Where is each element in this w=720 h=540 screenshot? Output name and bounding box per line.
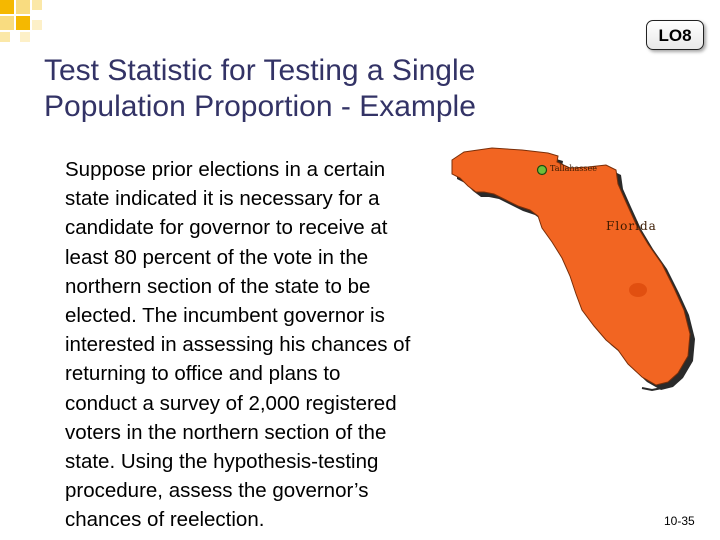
corner-decoration (0, 0, 42, 42)
capital-city-label: Tallahassee (550, 164, 597, 173)
slide-title: Test Statistic for Testing a Single Popu… (44, 53, 634, 125)
state-name-label: Florida (606, 219, 657, 233)
body-line: procedure, assess the governor’s (65, 479, 369, 503)
body-line: elected. The incumbent governor is (65, 304, 385, 328)
learning-objective-badge: LO8 (646, 20, 704, 50)
body-line: state. Using the hypothesis-testing (65, 450, 379, 474)
body-line: chances of reelection. (65, 508, 265, 532)
slide-title-line-2: Population Proportion - Example (44, 90, 476, 123)
florida-map-icon (451, 147, 695, 392)
capital-marker-icon (536, 164, 548, 176)
body-line: conduct a survey of 2,000 registered (65, 391, 397, 415)
example-description: Suppose prior elections in a certain sta… (65, 155, 485, 535)
body-line: Suppose prior elections in a certain (65, 158, 386, 181)
page-number: 10-35 (664, 514, 695, 528)
body-line: candidate for governor to receive at (65, 216, 388, 240)
body-line: state indicated it is necessary for a (65, 187, 380, 211)
body-line: least 80 percent of the vote in the (65, 245, 369, 269)
body-line: voters in the northern section of the (65, 420, 387, 444)
body-line: interested in assessing his chances of (65, 333, 411, 357)
body-line: northern section of the state to be (65, 274, 371, 298)
slide-title-line-1: Test Statistic for Testing a Single (44, 54, 476, 87)
body-line: returning to office and plans to (65, 362, 341, 386)
